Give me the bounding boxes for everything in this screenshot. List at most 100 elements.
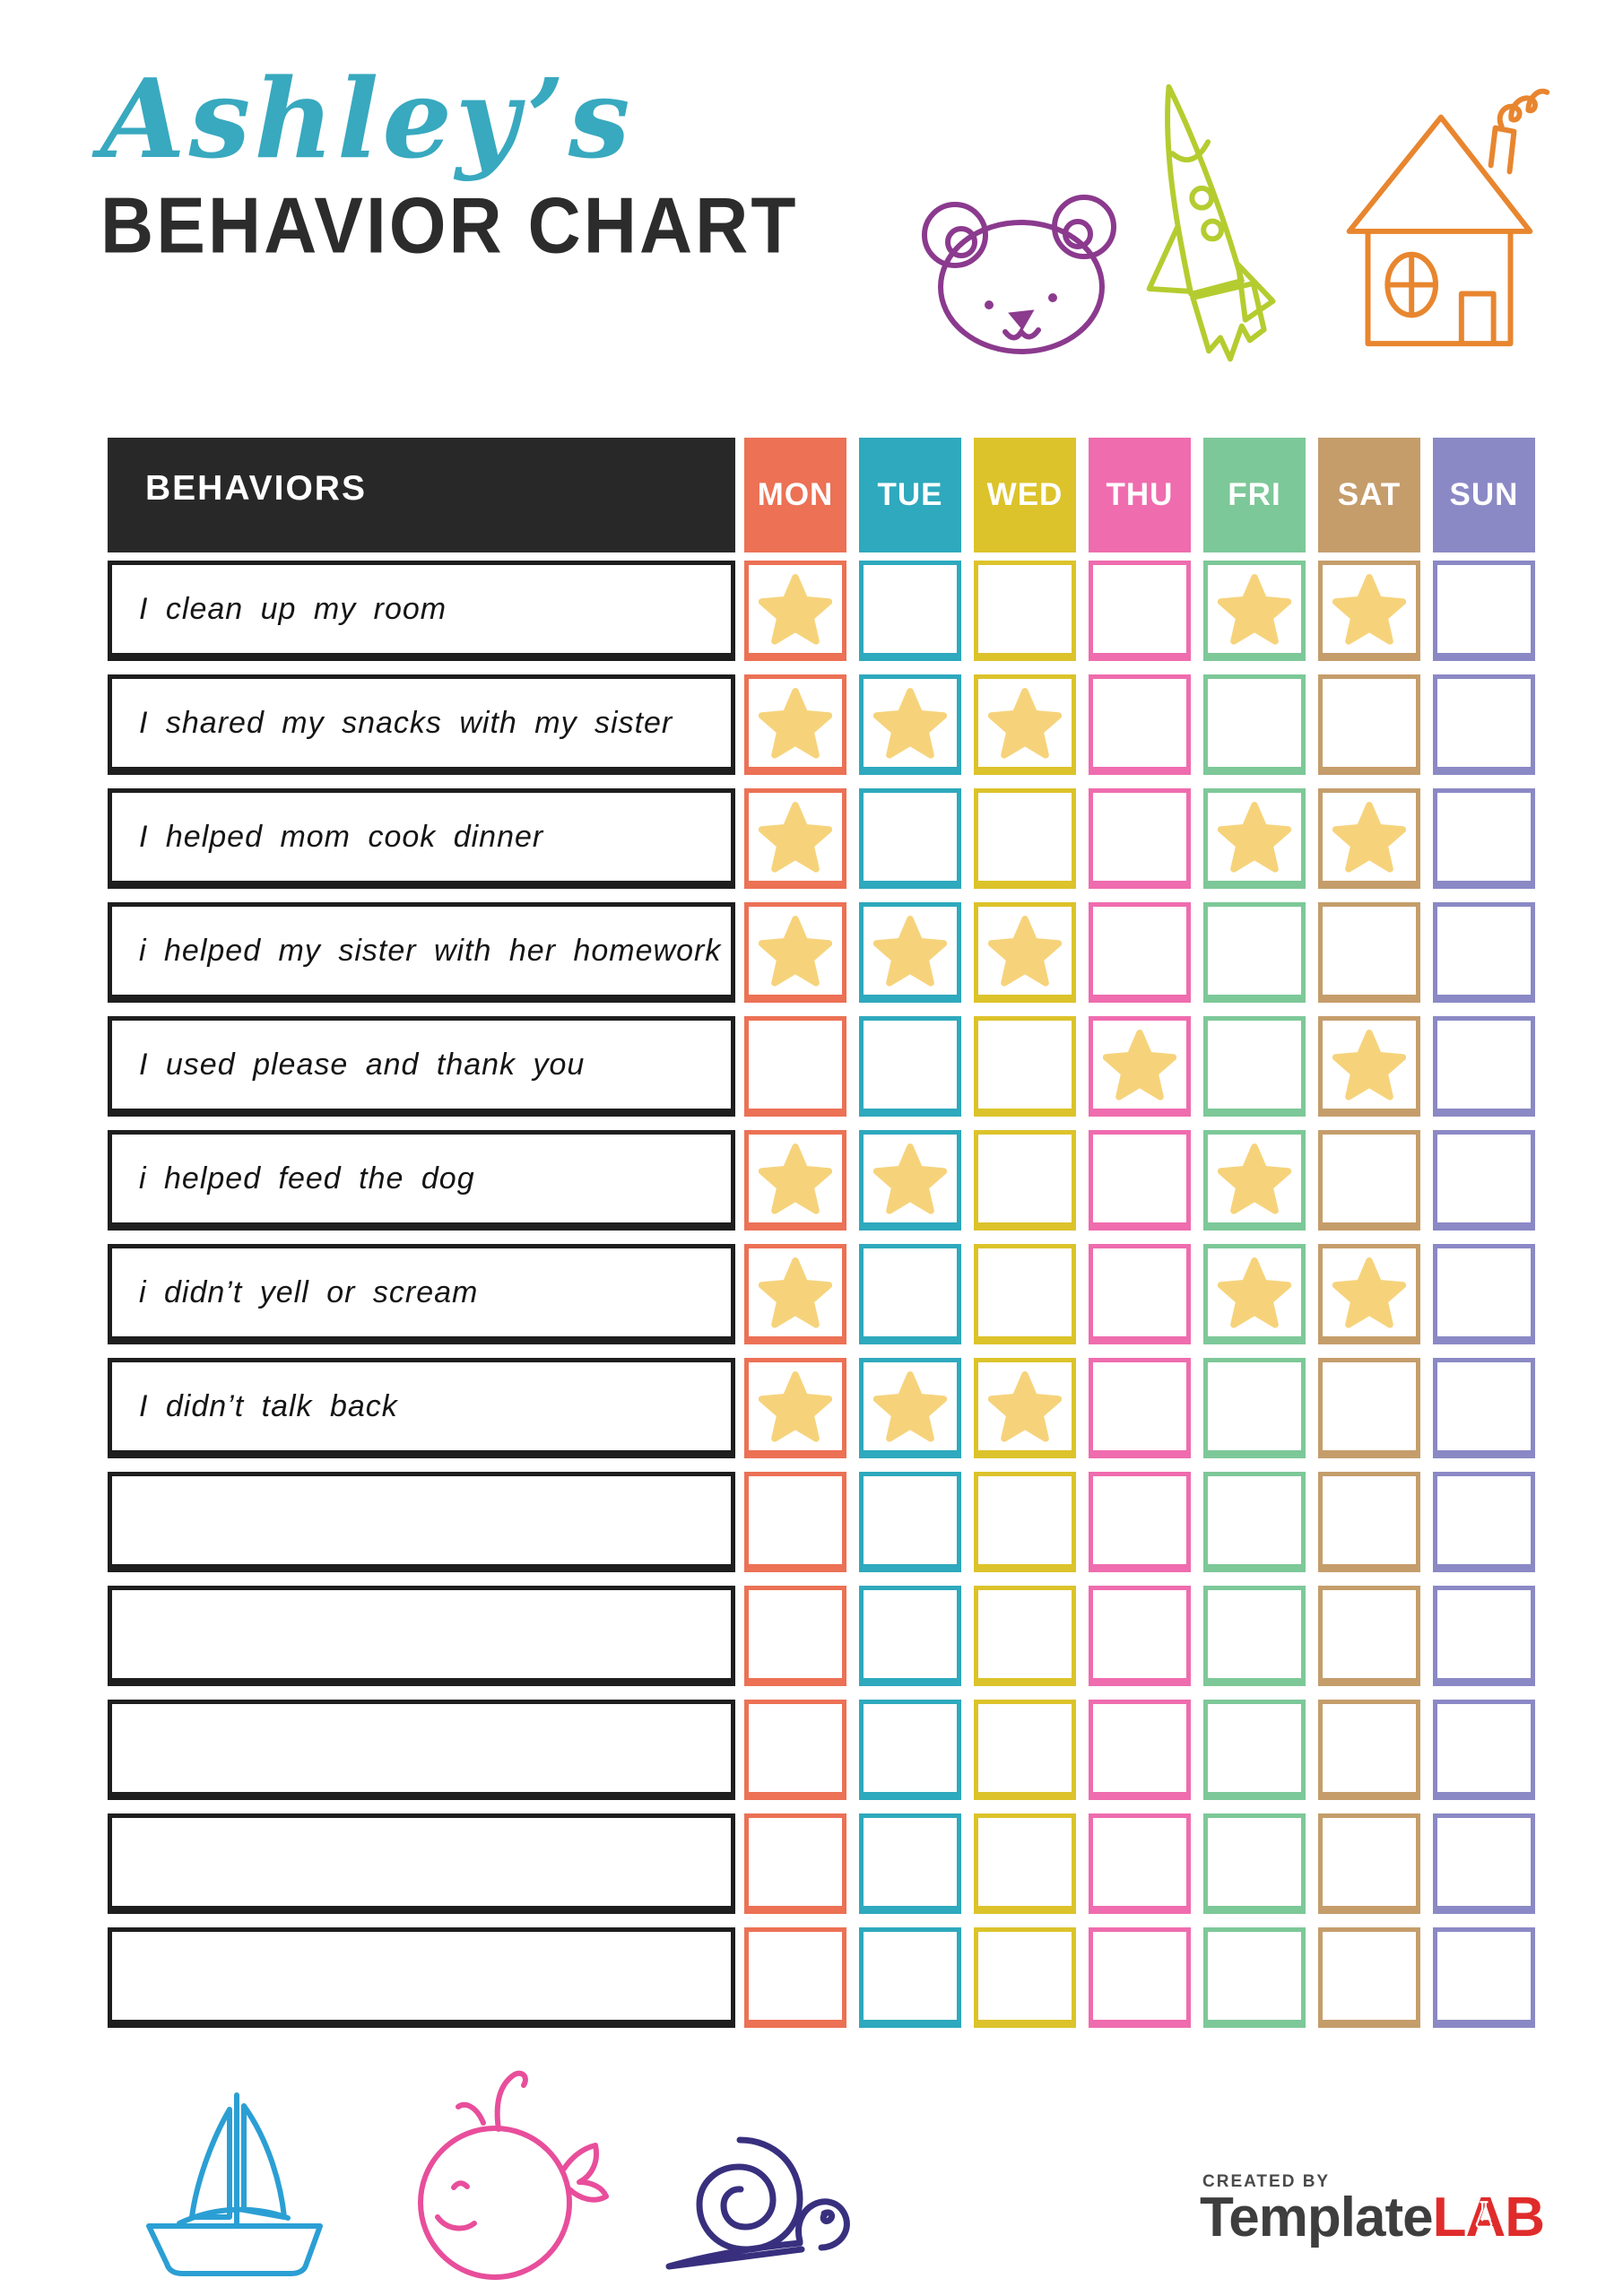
day-cell-mon xyxy=(744,1130,846,1231)
day-cell-fri xyxy=(1203,1927,1306,2028)
bear-icon xyxy=(919,190,1125,356)
star-icon xyxy=(759,1144,832,1214)
day-cell-fri xyxy=(1203,1244,1306,1344)
day-cell-sat xyxy=(1318,1016,1420,1117)
day-cell-wed xyxy=(974,1700,1076,1800)
day-cell-thu xyxy=(1089,902,1191,1003)
day-cell-tue xyxy=(859,674,961,775)
day-cell-wed xyxy=(974,1016,1076,1117)
day-cell-tue xyxy=(859,1472,961,1572)
snail-icon xyxy=(647,2113,855,2283)
day-cell-mon xyxy=(744,1472,846,1572)
behavior-label: I shared my snacks with my sister xyxy=(108,674,735,775)
day-cell-wed xyxy=(974,1130,1076,1231)
day-cell-mon xyxy=(744,1358,846,1458)
day-cell-mon xyxy=(744,561,846,661)
day-cell-sat xyxy=(1318,1813,1420,1914)
day-cell-fri xyxy=(1203,1700,1306,1800)
day-header-wed: WED xyxy=(974,438,1076,552)
day-cell-thu xyxy=(1089,1472,1191,1572)
table-header-row: BEHAVIORS MON TUE WED THU FRI SAT SUN xyxy=(108,438,1542,552)
star-icon xyxy=(759,1371,832,1442)
brand-red-text: LAB xyxy=(1432,2187,1545,2248)
day-cell-tue xyxy=(859,1358,961,1458)
child-name-title: Ashley’s xyxy=(100,54,634,183)
table-row: I helped mom cook dinner xyxy=(108,788,1542,889)
star-icon xyxy=(873,1371,947,1442)
sailboat-icon xyxy=(133,2083,337,2280)
star-icon xyxy=(1103,1030,1176,1100)
day-cell-tue xyxy=(859,1586,961,1686)
day-cell-sun xyxy=(1433,1813,1535,1914)
created-by-label: CREATED BY xyxy=(1202,2172,1331,2191)
day-cell-mon xyxy=(744,1016,846,1117)
day-cell-sat xyxy=(1318,1244,1420,1344)
behavior-label xyxy=(108,1927,735,2028)
flask-icon xyxy=(1475,2201,1492,2228)
day-cell-sun xyxy=(1433,1244,1535,1344)
day-header-mon: MON xyxy=(744,438,846,552)
day-cell-tue xyxy=(859,1927,961,2028)
day-cell-fri xyxy=(1203,561,1306,661)
table-row: I clean up my room xyxy=(108,561,1542,661)
star-icon xyxy=(1218,1257,1291,1328)
day-cell-fri xyxy=(1203,788,1306,889)
table-body: I clean up my room I shared my snacks wi… xyxy=(108,561,1542,2028)
day-cell-sun xyxy=(1433,1472,1535,1572)
star-icon xyxy=(988,1371,1062,1442)
star-icon xyxy=(759,802,832,873)
day-cell-wed xyxy=(974,561,1076,661)
day-cell-mon xyxy=(744,1927,846,2028)
day-cell-sat xyxy=(1318,1586,1420,1686)
star-icon xyxy=(759,688,832,759)
page-title: BEHAVIOR CHART xyxy=(100,181,799,271)
day-cell-wed xyxy=(974,674,1076,775)
day-cell-wed xyxy=(974,1813,1076,1914)
day-cell-mon xyxy=(744,1244,846,1344)
star-icon xyxy=(988,688,1062,759)
behavior-label: I clean up my room xyxy=(108,561,735,661)
table-row xyxy=(108,1472,1542,1572)
day-cell-wed xyxy=(974,902,1076,1003)
behavior-label: I didn’t talk back xyxy=(108,1358,735,1458)
day-cell-sun xyxy=(1433,788,1535,889)
table-row xyxy=(108,1927,1542,2028)
day-cell-wed xyxy=(974,1586,1076,1686)
behavior-label xyxy=(108,1700,735,1800)
behavior-label: I helped mom cook dinner xyxy=(108,788,735,889)
day-cell-tue xyxy=(859,561,961,661)
day-cell-tue xyxy=(859,902,961,1003)
day-cell-sun xyxy=(1433,1130,1535,1231)
day-cell-tue xyxy=(859,1700,961,1800)
behaviors-column-header: BEHAVIORS xyxy=(108,438,735,552)
star-icon xyxy=(1332,574,1406,645)
brand-dark-text: Template xyxy=(1200,2187,1434,2248)
day-cell-mon xyxy=(744,1813,846,1914)
day-cell-fri xyxy=(1203,1472,1306,1572)
star-icon xyxy=(1218,1144,1291,1214)
day-cell-fri xyxy=(1203,1016,1306,1117)
day-cell-tue xyxy=(859,1244,961,1344)
day-headers: MON TUE WED THU FRI SAT SUN xyxy=(744,438,1535,552)
day-cell-wed xyxy=(974,1358,1076,1458)
rocket-icon xyxy=(1137,65,1312,389)
day-cell-fri xyxy=(1203,902,1306,1003)
star-icon xyxy=(873,1144,947,1214)
day-cell-sat xyxy=(1318,561,1420,661)
day-header-thu: THU xyxy=(1089,438,1191,552)
day-cell-sat xyxy=(1318,1358,1420,1458)
table-row xyxy=(108,1586,1542,1686)
day-cell-sun xyxy=(1433,1358,1535,1458)
table-row xyxy=(108,1813,1542,1914)
table-row: I didn’t talk back xyxy=(108,1358,1542,1458)
day-cell-sat xyxy=(1318,1130,1420,1231)
day-cell-sat xyxy=(1318,1700,1420,1800)
day-cell-tue xyxy=(859,1016,961,1117)
table-row: i helped feed the dog xyxy=(108,1130,1542,1231)
star-icon xyxy=(988,916,1062,987)
day-cell-sun xyxy=(1433,674,1535,775)
day-cell-wed xyxy=(974,1244,1076,1344)
day-cell-sat xyxy=(1318,788,1420,889)
table-row: i helped my sister with her homework xyxy=(108,902,1542,1003)
title-block: Ashley’s BEHAVIOR CHART xyxy=(100,54,798,266)
